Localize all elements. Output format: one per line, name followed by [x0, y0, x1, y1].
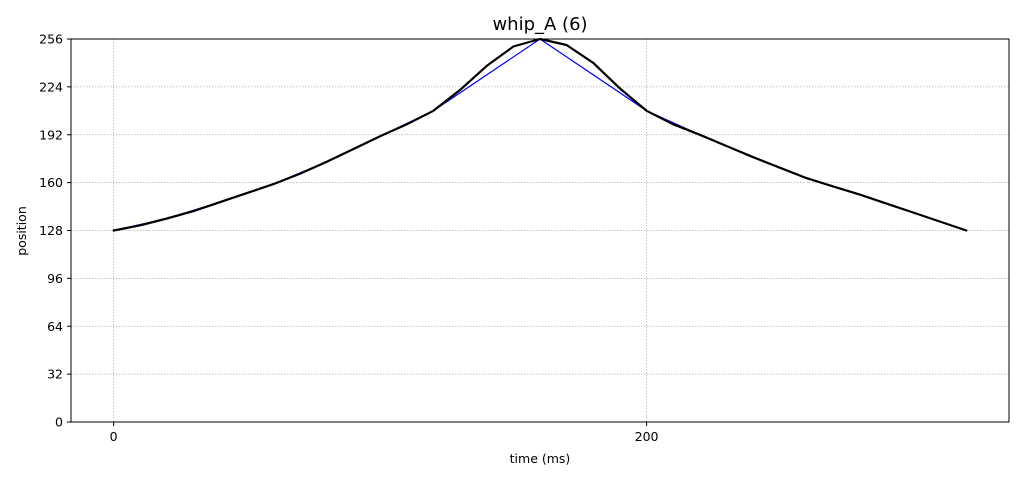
x-tick-label: 0 — [110, 429, 118, 444]
y-tick-label: 224 — [39, 79, 63, 94]
y-tick-label: 192 — [39, 127, 63, 142]
y-tick-label: 96 — [47, 271, 63, 286]
y-tick-label: 64 — [47, 319, 63, 334]
y-tick-label: 256 — [39, 32, 63, 47]
y-tick-label: 128 — [39, 223, 63, 238]
x-tick-label: 200 — [635, 429, 659, 444]
y-axis-label: position — [14, 206, 29, 256]
y-tick-label: 32 — [47, 367, 63, 382]
y-tick-label: 160 — [39, 175, 63, 190]
axis-ticks: 0 32 64 96 128 160 192 224 256 0 200 — [39, 32, 658, 445]
x-axis-label: time (ms) — [510, 451, 571, 466]
y-tick-label: 0 — [55, 415, 63, 430]
chart-title: whip_A (6) — [492, 14, 587, 35]
